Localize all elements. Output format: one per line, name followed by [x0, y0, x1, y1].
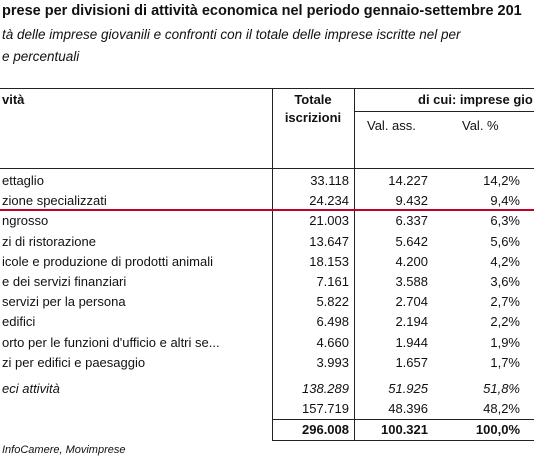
- row-label: e dei servizi finanziari: [2, 274, 127, 289]
- row-abs: 6.337: [395, 213, 428, 228]
- table-subtitle-2: e percentuali: [2, 49, 80, 64]
- row-total: 13.647: [309, 234, 349, 249]
- header-bottom-rule: [0, 168, 534, 169]
- header-youth-group: di cui: imprese gio: [418, 92, 533, 107]
- row-total: 4.660: [316, 335, 349, 350]
- column-divider-total-left: [272, 88, 273, 440]
- row-total: 5.822: [316, 294, 349, 309]
- header-val-pct: Val. %: [462, 118, 499, 133]
- row-abs: 2.194: [395, 314, 428, 329]
- row-label: zi per edifici e paesaggio: [2, 355, 146, 370]
- row-pct: 4,2%: [490, 254, 520, 269]
- group-header-rule: [354, 111, 534, 112]
- row-pct: 2,2%: [490, 314, 520, 329]
- source-note: InfoCamere, Movimprese: [2, 444, 126, 456]
- row-label: servizi per la persona: [2, 294, 126, 309]
- header-top-rule: [0, 88, 534, 89]
- header-total-line2: iscrizioni: [284, 110, 342, 125]
- header-activity: vità: [2, 92, 25, 107]
- row-total: 7.161: [316, 274, 349, 289]
- row-total: 18.153: [309, 254, 349, 269]
- summary-total-total: 296.008: [302, 422, 349, 437]
- row-total: 21.003: [309, 213, 349, 228]
- row-pct: 5,6%: [490, 234, 520, 249]
- row-pct: 9,4%: [490, 193, 520, 208]
- row-label: zi di ristorazione: [2, 234, 96, 249]
- row-pct: 3,6%: [490, 274, 520, 289]
- row-total: 24.234: [309, 193, 349, 208]
- summary-other-abs: 48.396: [388, 401, 428, 416]
- header-total-line1: Totale: [294, 92, 332, 107]
- row-abs: 2.704: [395, 294, 428, 309]
- row-total: 3.993: [316, 355, 349, 370]
- row-abs: 9.432: [395, 193, 428, 208]
- row-abs: 1.657: [395, 355, 428, 370]
- table-subtitle: tà delle imprese giovanili e confronti c…: [2, 27, 461, 42]
- summary-top10-abs: 51.925: [388, 381, 428, 396]
- row-label: edifici: [2, 314, 36, 329]
- row-pct: 1,7%: [490, 355, 520, 370]
- total-top-rule: [272, 419, 534, 420]
- summary-total-abs: 100.321: [381, 422, 428, 437]
- row-abs: 3.588: [395, 274, 428, 289]
- summary-top10-total: 138.289: [302, 381, 349, 396]
- row-label: ngrosso: [2, 213, 49, 228]
- summary-top10-label: eci attività: [2, 381, 60, 396]
- row-total: 33.118: [310, 173, 349, 188]
- table-title: prese per divisioni di attività economic…: [2, 3, 522, 19]
- row-abs: 5.642: [395, 234, 428, 249]
- table-bottom-rule: [272, 440, 534, 441]
- summary-total-pct: 100,0%: [475, 422, 520, 437]
- row-abs: 4.200: [395, 254, 428, 269]
- row-pct: 1,9%: [490, 335, 520, 350]
- row-pct: 2,7%: [490, 294, 520, 309]
- row-label: orto per le funzioni d'ufficio e altri s…: [2, 335, 220, 350]
- header-val-ass: Val. ass.: [367, 118, 416, 133]
- row-abs: 1.944: [395, 335, 428, 350]
- row-total: 6.498: [316, 314, 349, 329]
- summary-other-pct: 48,2%: [483, 401, 520, 416]
- summary-other-total: 157.719: [302, 401, 349, 416]
- row-pct: 6,3%: [490, 213, 520, 228]
- row-label: zione specializzati: [2, 193, 107, 208]
- row-pct: 14,2%: [483, 173, 520, 188]
- row-abs: 14.227: [388, 173, 428, 188]
- row-label: ettaglio: [2, 173, 44, 188]
- highlight-rule: [0, 209, 534, 211]
- column-divider-total-right: [354, 88, 355, 440]
- row-label: icole e produzione di prodotti animali: [2, 254, 214, 269]
- summary-top10-pct: 51,8%: [483, 381, 520, 396]
